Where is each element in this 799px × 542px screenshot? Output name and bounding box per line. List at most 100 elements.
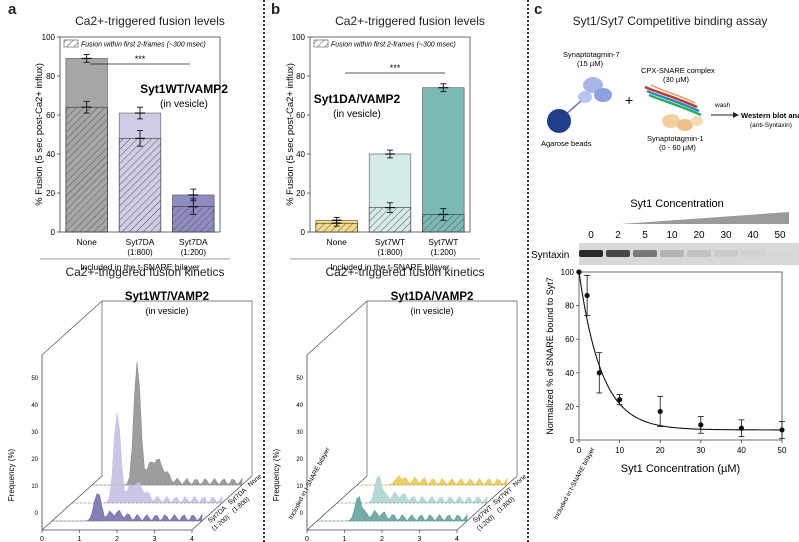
x-tick-label: 0 bbox=[577, 446, 582, 455]
western-blot-label: Western blot analysis bbox=[741, 111, 799, 120]
construct-label: Syt1WT/VAMP2 bbox=[140, 82, 228, 96]
x-tick-label: 10 bbox=[615, 446, 624, 455]
panel-b-title: Ca2+-triggered fusion levels bbox=[335, 14, 485, 28]
series-label: None bbox=[247, 473, 264, 489]
y-tick-label: 30 bbox=[31, 430, 38, 436]
legend-swatch bbox=[63, 39, 79, 48]
legend-label: Fusion within first 2-frames (~300 msec) bbox=[331, 42, 456, 49]
y-tick-label: 60 bbox=[296, 111, 305, 120]
fit-curve bbox=[578, 271, 783, 431]
panel-c-label: c bbox=[534, 1, 543, 18]
back-frame bbox=[306, 300, 518, 476]
y-tick-label: 20 bbox=[296, 457, 303, 463]
y-tick-label: 10 bbox=[31, 484, 38, 490]
blot-lane-label: 50 bbox=[774, 230, 786, 241]
data-point bbox=[698, 422, 704, 428]
y-tick-label: 100 bbox=[292, 33, 306, 42]
cpx-conc: (30 µM) bbox=[663, 75, 689, 84]
panel-a-title: Ca2+-triggered fusion levels bbox=[75, 14, 225, 28]
syt7-label: Synaptotagmin-7 bbox=[563, 50, 620, 59]
construct-sublabel: (in vesicle) bbox=[410, 306, 453, 316]
legend: Fusion within first 2-frames (~300 msec) bbox=[313, 39, 456, 49]
y-tick-label: 30 bbox=[296, 430, 303, 436]
data-point bbox=[617, 397, 623, 403]
legend-label: Fusion within first 2-frames (~300 msec) bbox=[81, 42, 206, 49]
x-tick-label: 1 bbox=[343, 536, 347, 542]
concentration-gradient-wedge bbox=[621, 212, 789, 224]
blot-band bbox=[714, 250, 738, 257]
y-tick-label: 50 bbox=[296, 376, 303, 382]
western-blot: Syt1 Concentration 0 2 5 10 20 30 40 50 Syntaxin bbox=[531, 198, 799, 265]
x-axis-label: Included in the t-SNARE bilayer bbox=[80, 262, 200, 272]
blot-lane-label: 5 bbox=[642, 230, 648, 241]
legend-swatch bbox=[313, 39, 329, 48]
x-tick-label: 40 bbox=[737, 446, 746, 455]
y-tick-label: 50 bbox=[31, 376, 38, 382]
y-tick-label: 20 bbox=[46, 189, 55, 198]
blot-band bbox=[741, 250, 765, 257]
panel-b-label: b bbox=[271, 1, 281, 18]
y-tick-label: 40 bbox=[296, 150, 305, 159]
syt1-label: Synaptotagmin-1 bbox=[647, 134, 704, 143]
y-tick-label: 100 bbox=[42, 33, 56, 42]
data-point bbox=[738, 425, 744, 431]
cpx-snare-complex-icon bbox=[644, 84, 702, 117]
y-tick-label: 20 bbox=[296, 189, 305, 198]
y-tick-label: 0 bbox=[301, 228, 306, 237]
y-tick-label: 100 bbox=[561, 268, 575, 277]
x-tick-label: 0 bbox=[40, 536, 44, 542]
x-tick-label: 1 bbox=[78, 536, 82, 542]
x-tick-label-ratio: (1:800) bbox=[127, 248, 153, 257]
beads-label: Agarose beads bbox=[541, 139, 592, 148]
blot-band bbox=[660, 250, 684, 257]
data-point bbox=[584, 292, 590, 299]
plot-frame bbox=[578, 271, 783, 441]
x-axis-label: Syt1 Concentration (µM) bbox=[621, 463, 740, 475]
x-tick-label: 4 bbox=[455, 536, 459, 542]
y-tick-label: 40 bbox=[296, 403, 303, 409]
panel-a-kinetics-title: Ca2+-triggered fusion kinetics bbox=[65, 265, 225, 279]
blot-lane-label: 30 bbox=[720, 230, 732, 241]
syt1-conc: (0 - 60 µM) bbox=[659, 143, 696, 152]
x-tick-label-ratio: (1:200) bbox=[431, 248, 457, 257]
x-tick-label: 2 bbox=[380, 536, 384, 542]
x-tick-label: Syt7WT bbox=[428, 237, 458, 247]
series-label: None bbox=[512, 473, 529, 489]
divider-ab bbox=[263, 0, 265, 542]
back-frame bbox=[41, 300, 253, 476]
x-tick-label: None bbox=[77, 237, 98, 247]
panel-b-fusion-levels-chart: 0 20 40 60 80 100 % Fusion (5 sec post-Ca2+ in… bbox=[285, 33, 480, 272]
blot-band bbox=[606, 250, 630, 257]
y-axis-label: Frequency (%) bbox=[7, 448, 16, 501]
y-tick-label: 80 bbox=[46, 72, 55, 81]
x-tick-label: Syt7DA bbox=[179, 237, 208, 247]
x-tick-label: None bbox=[327, 237, 348, 247]
y-tick-label: 0 bbox=[570, 436, 575, 445]
significance-marker: *** bbox=[135, 54, 146, 64]
x-tick-label: Syt7DA bbox=[126, 237, 155, 247]
y-tick-label: 0 bbox=[35, 511, 39, 517]
blot-lane-label: 20 bbox=[693, 230, 705, 241]
y-tick-label: 40 bbox=[565, 369, 574, 378]
syt1-protein-icon bbox=[662, 114, 703, 131]
blot-band bbox=[768, 250, 792, 257]
y-tick-label: 40 bbox=[31, 403, 38, 409]
blot-lane-label: 40 bbox=[747, 230, 759, 241]
x-tick-label-ratio: (1:800) bbox=[377, 248, 403, 257]
construct-sublabel: (in vesicle) bbox=[160, 99, 208, 110]
y-tick-label: 10 bbox=[296, 484, 303, 490]
panel-c-binding-curve: 0 20 40 60 80 100 0 10 20 30 40 50 Syt1 Concentratio… bbox=[545, 268, 787, 475]
blot-band bbox=[687, 250, 711, 257]
x-tick-label-ratio: (1:200) bbox=[181, 248, 207, 257]
panel-b-kinetics-title: Ca2+-triggered fusion kinetics bbox=[325, 265, 485, 279]
x-tick-label: 4 bbox=[190, 536, 194, 542]
blot-title: Syt1 Concentration bbox=[630, 198, 724, 210]
kinetics-ridge bbox=[72, 412, 223, 504]
x-tick-label: 2 bbox=[115, 536, 119, 542]
y-tick-label: 0 bbox=[51, 228, 56, 237]
blot-band bbox=[633, 250, 657, 257]
data-point bbox=[596, 370, 602, 376]
construct-sublabel: (in vesicle) bbox=[145, 306, 188, 316]
